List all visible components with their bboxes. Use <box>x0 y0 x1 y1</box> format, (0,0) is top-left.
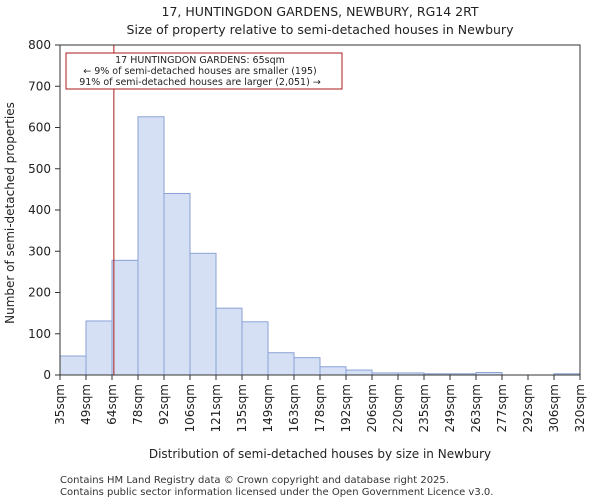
x-tick-label: 235sqm <box>417 384 431 432</box>
x-tick-label: 106sqm <box>183 384 197 432</box>
bar-35sqm <box>59 355 87 376</box>
x-tick-label: 135sqm <box>235 384 249 432</box>
x-tick-label: 320sqm <box>573 384 587 432</box>
y-tick-label: 700 <box>28 79 51 93</box>
footer-line-1: Contains HM Land Registry data © Crown c… <box>60 475 449 486</box>
bar-178sqm <box>319 366 347 376</box>
x-tick-label: 306sqm <box>547 384 561 432</box>
x-tick-label: 192sqm <box>339 384 353 432</box>
y-tick-label: 200 <box>28 286 51 300</box>
annotation-line-3: 91% of semi-detached houses are larger (… <box>79 77 321 88</box>
bars-group <box>59 116 581 376</box>
y-tick-label: 300 <box>28 244 51 258</box>
y-tick-label: 500 <box>28 162 51 176</box>
y-axis-label: Number of semi-detached properties <box>3 102 17 324</box>
x-tick-label: 35sqm <box>53 384 67 425</box>
x-tick-label: 277sqm <box>495 384 509 432</box>
bar-163sqm <box>293 357 321 376</box>
x-tick-label: 149sqm <box>261 384 275 432</box>
bar-78sqm <box>137 116 165 376</box>
x-tick-label: 49sqm <box>79 384 93 425</box>
x-tick-label: 292sqm <box>521 384 535 432</box>
x-tick-label: 78sqm <box>131 384 145 425</box>
bar-149sqm <box>267 352 295 376</box>
y-tick-label: 400 <box>28 203 51 217</box>
annotation-line-2: ← 9% of semi-detached houses are smaller… <box>83 66 317 77</box>
x-tick-label: 263sqm <box>469 384 483 432</box>
y-tick-label: 800 <box>28 38 51 52</box>
bar-64sqm <box>111 259 139 376</box>
bar-121sqm <box>215 307 243 376</box>
bar-135sqm <box>241 321 269 376</box>
x-tick-label: 206sqm <box>365 384 379 432</box>
annotation-border <box>65 52 343 90</box>
y-tick-label: 600 <box>28 121 51 135</box>
y-axis-ticks: 0 100 200 300 400 500 600 700 800 <box>28 38 60 382</box>
chart-title: 17, HUNTINGDON GARDENS, NEWBURY, RG14 2R… <box>162 4 479 19</box>
x-tick-label: 249sqm <box>443 384 457 432</box>
y-tick-label: 100 <box>28 327 51 341</box>
bar-192sqm <box>345 369 373 376</box>
x-tick-label: 92sqm <box>157 384 171 425</box>
x-axis-ticks: 35sqm 49sqm 64sqm 78sqm 92sqm 106sqm 121sqm 135… <box>53 375 587 432</box>
x-axis-label: Distribution of semi-detached houses by … <box>149 447 491 461</box>
bar-49sqm <box>85 320 113 376</box>
x-tick-label: 64sqm <box>105 384 119 425</box>
chart-subtitle: Size of property relative to semi-detach… <box>127 22 515 37</box>
x-tick-label: 220sqm <box>391 384 405 432</box>
y-tick-label: 0 <box>43 368 51 382</box>
x-tick-label: 121sqm <box>209 384 223 432</box>
bar-92sqm <box>163 193 191 376</box>
annotation-line-1: 17 HUNTINGDON GARDENS: 65sqm <box>115 55 285 66</box>
x-tick-label: 178sqm <box>313 384 327 432</box>
bar-106sqm <box>189 252 217 376</box>
plot-area-frame <box>59 44 581 376</box>
x-tick-label: 163sqm <box>287 384 301 432</box>
annotation-box: 17 HUNTINGDON GARDENS: 65sqm ← 9% of sem… <box>65 52 343 90</box>
footer-line-2: Contains public sector information licen… <box>60 487 493 498</box>
